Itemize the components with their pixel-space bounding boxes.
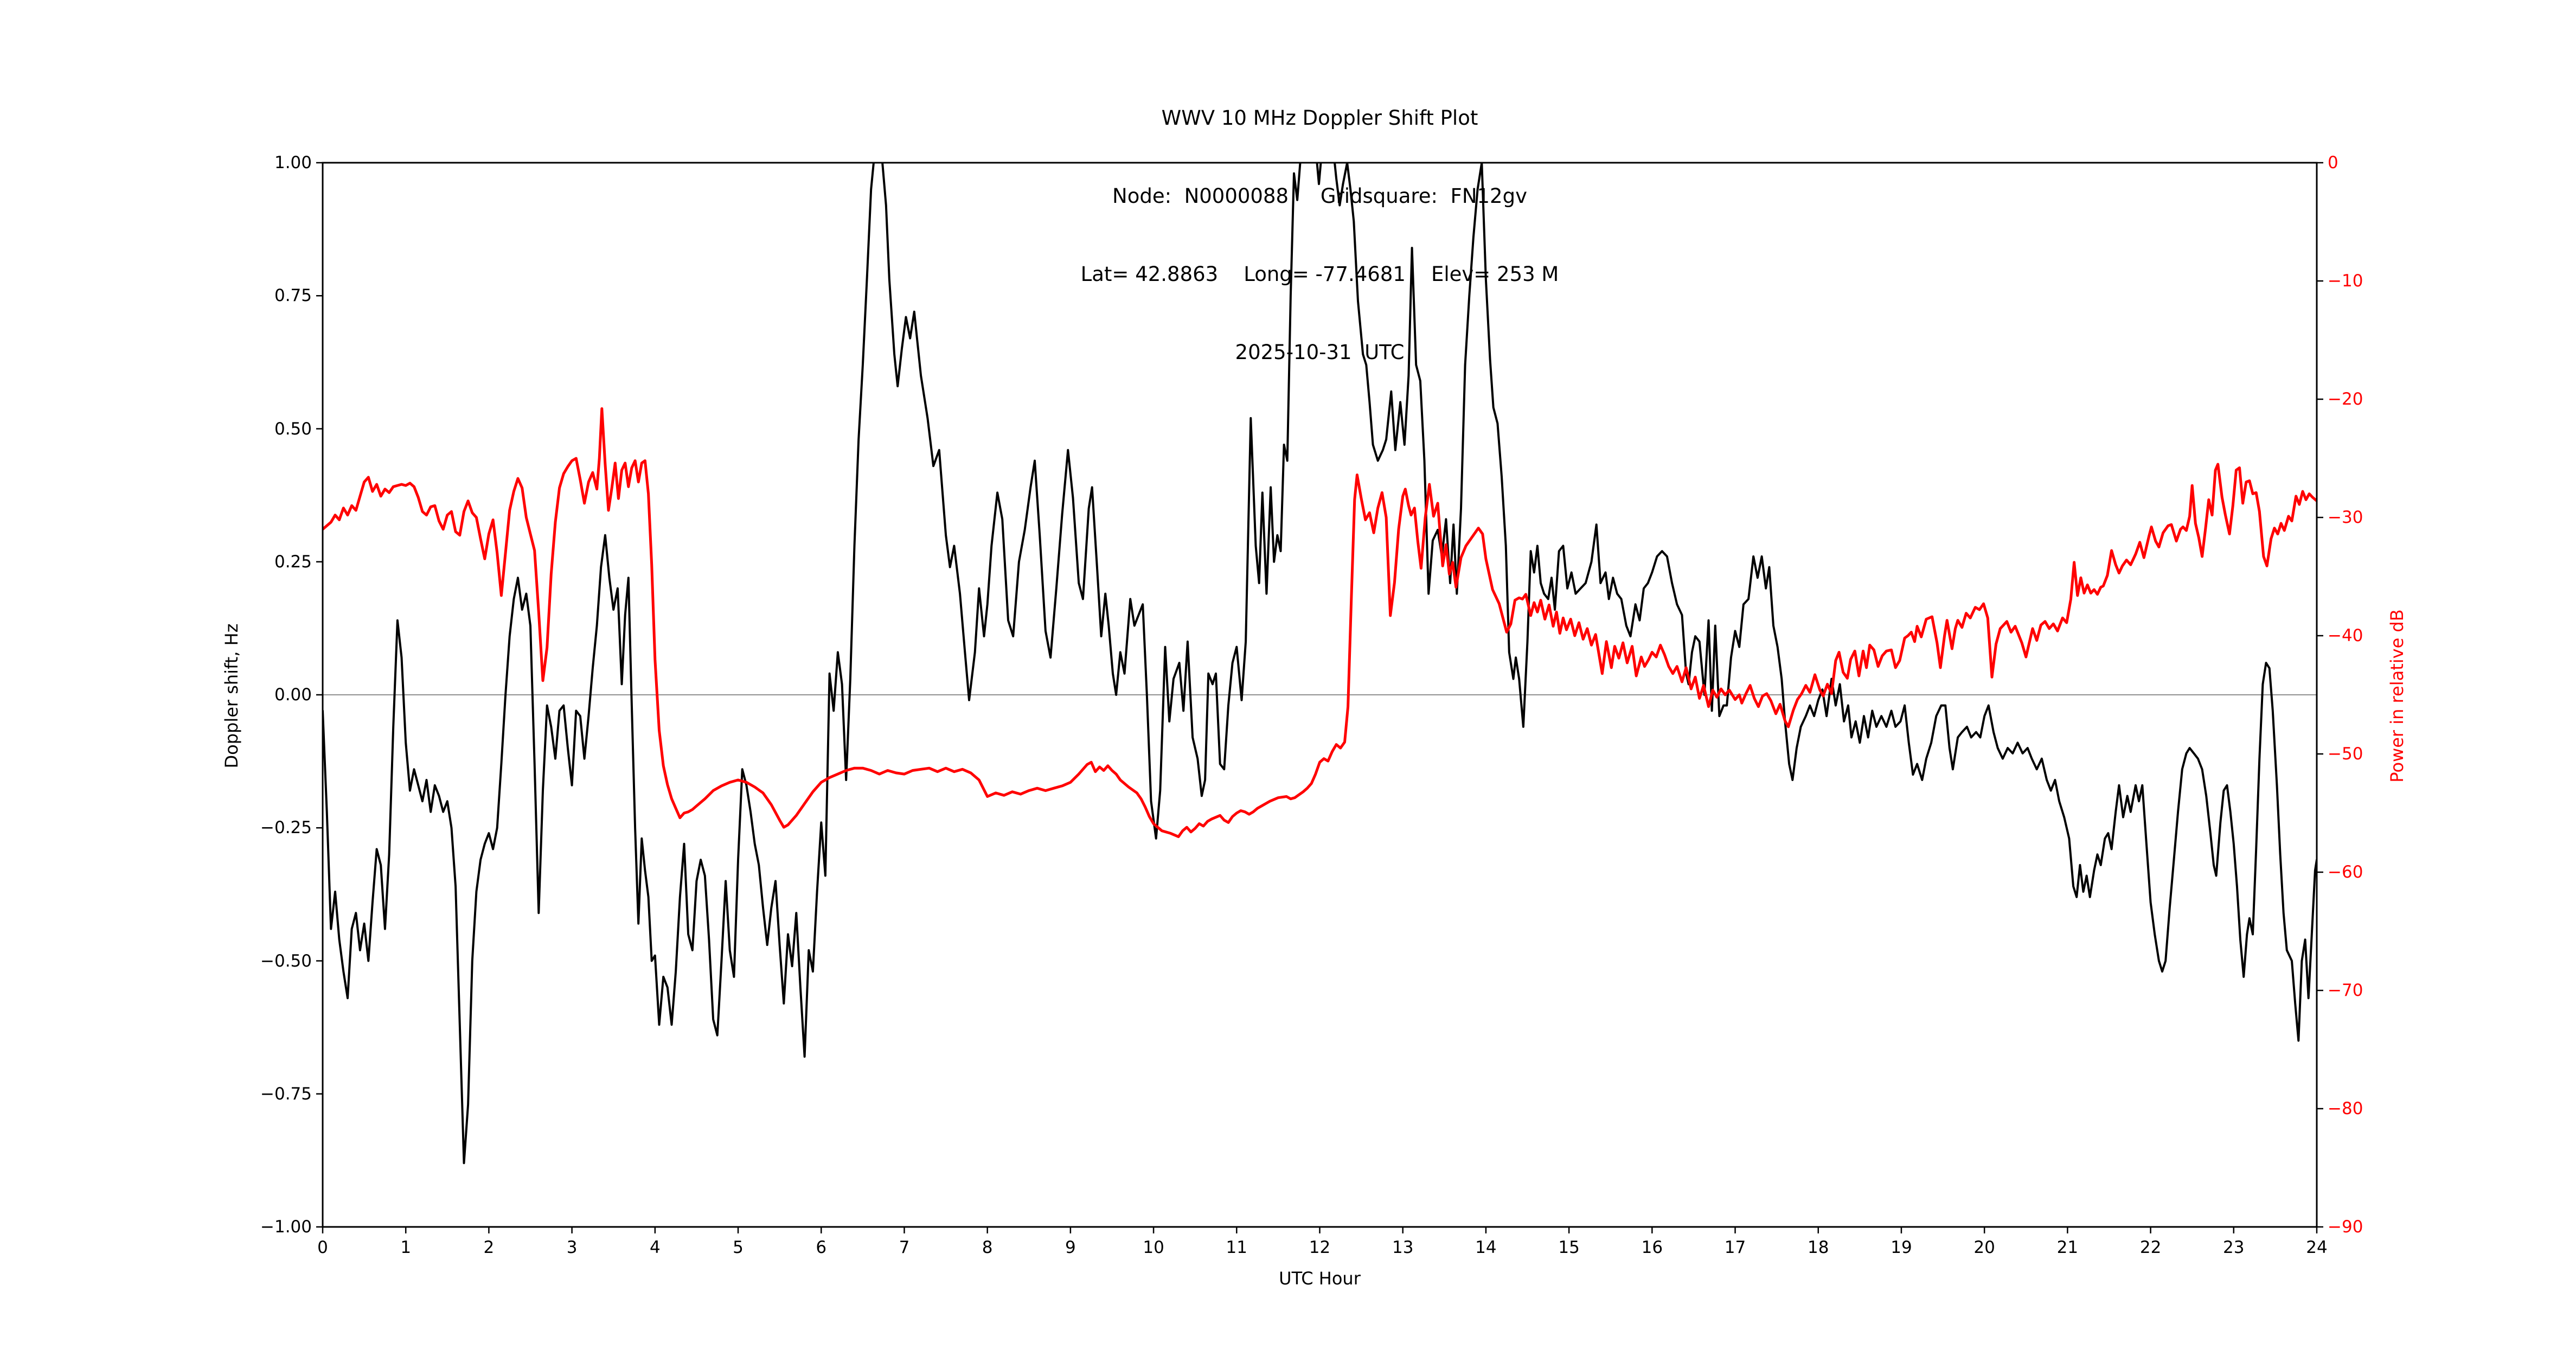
x-tick-label: 4: [649, 1238, 661, 1257]
y-right-tick-label: −80: [2328, 1099, 2363, 1118]
y-right-tick-label: −30: [2328, 508, 2363, 527]
x-tick-label: 6: [816, 1238, 827, 1257]
x-tick-label: 9: [1065, 1238, 1076, 1257]
y-right-tick-label: 0: [2328, 153, 2338, 172]
y-left-tick-label: −0.75: [260, 1084, 312, 1104]
x-tick-label: 23: [2223, 1238, 2245, 1257]
y-left-tick-label: 0.25: [274, 552, 312, 572]
y-left-tick-label: 1.00: [274, 153, 312, 172]
y-right-tick-label: −90: [2328, 1217, 2363, 1237]
x-tick-label: 18: [1808, 1238, 1829, 1257]
x-tick-label: 17: [1724, 1238, 1746, 1257]
plot-subtitle-date: 2025-10-31 UTC: [1235, 341, 1405, 364]
x-tick-label: 13: [1392, 1238, 1414, 1257]
y-right-tick-label: −20: [2328, 389, 2363, 409]
x-tick-label: 12: [1309, 1238, 1331, 1257]
x-tick-label: 0: [317, 1238, 328, 1257]
x-tick-label: 10: [1143, 1238, 1164, 1257]
x-tick-label: 8: [982, 1238, 993, 1257]
y-left-tick-label: 0.75: [274, 286, 312, 306]
x-tick-label: 3: [566, 1238, 578, 1257]
x-tick-label: 21: [2056, 1238, 2079, 1257]
y-right-tick-label: −50: [2328, 744, 2363, 764]
y-left-tick-label: −0.25: [260, 818, 312, 838]
plot-title: WWV 10 MHz Doppler Shift Plot: [1161, 106, 1478, 130]
y-left-tick-label: −0.50: [260, 951, 312, 971]
title-block: WWV 10 MHz Doppler Shift Plot Node: N000…: [323, 53, 2317, 418]
x-tick-label: 2: [483, 1238, 495, 1257]
x-tick-label: 22: [2139, 1238, 2162, 1257]
x-tick-label: 24: [2306, 1238, 2328, 1257]
x-tick-label: 15: [1558, 1238, 1580, 1257]
x-tick-label: 11: [1226, 1238, 1248, 1257]
y-right-tick-label: −40: [2328, 626, 2363, 645]
x-tick-label: 5: [733, 1238, 744, 1257]
x-tick-label: 7: [899, 1238, 910, 1257]
x-tick-label: 20: [1973, 1238, 1995, 1257]
y-left-tick-label: 0.00: [274, 685, 312, 705]
x-tick-label: 1: [400, 1238, 412, 1257]
doppler-series-line: [323, 163, 2317, 1165]
plot-subtitle-location: Lat= 42.8863 Long= -77.4681 Elev= 253 M: [1080, 263, 1559, 286]
y-right-tick-label: −70: [2328, 981, 2363, 1000]
x-tick-label: 16: [1641, 1238, 1663, 1257]
y-right-tick-label: −60: [2328, 862, 2363, 882]
x-tick-label: 14: [1475, 1238, 1497, 1257]
y-left-tick-label: −1.00: [260, 1217, 312, 1237]
x-tick-label: 19: [1891, 1238, 1912, 1257]
y-right-tick-label: −10: [2328, 271, 2363, 291]
power-series-line: [323, 407, 2317, 839]
y-left-tick-label: 0.50: [274, 419, 312, 439]
series-group: [323, 163, 2317, 1165]
x-axis-label: UTC Hour: [1279, 1268, 1361, 1289]
